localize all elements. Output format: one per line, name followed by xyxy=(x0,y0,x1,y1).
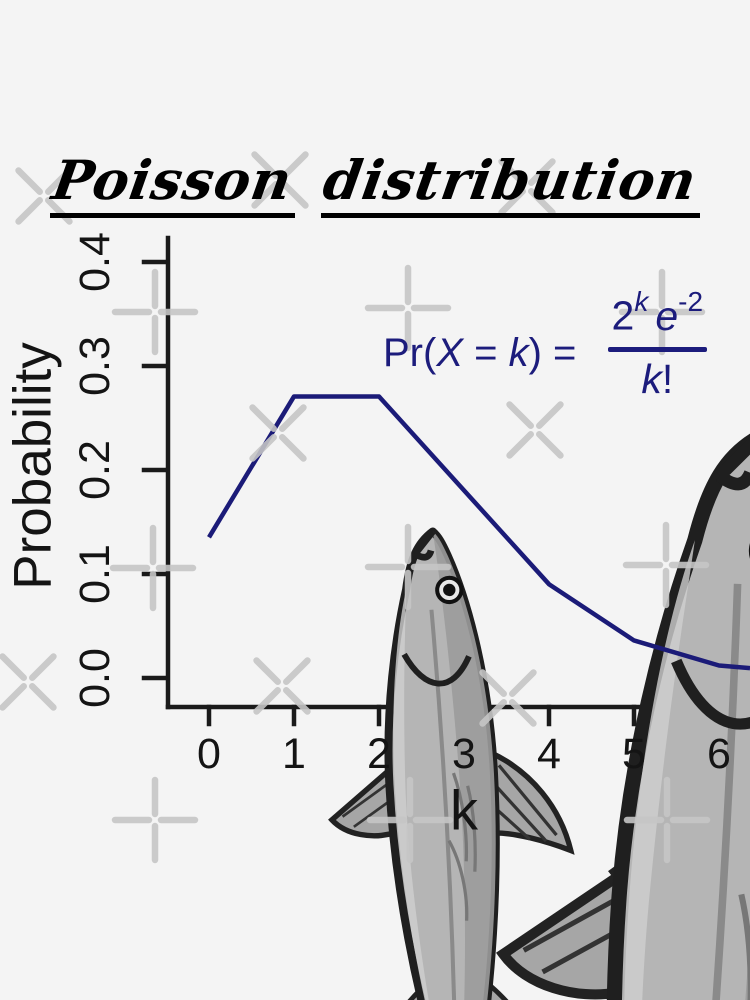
fish-school xyxy=(316,383,750,1000)
formula-num-base: 2 xyxy=(611,292,635,339)
title-word-underlined: distribution xyxy=(319,148,702,219)
watermark-cross-icon xyxy=(0,653,57,711)
formula-lhs: Pr(X = k) = xyxy=(383,331,588,376)
watermark-cross-icon xyxy=(253,657,311,715)
formula-fraction: 2k e-2 k! xyxy=(607,288,708,400)
watermark-plus-icon xyxy=(623,776,711,864)
pmf-line xyxy=(207,394,750,671)
watermark-plus-icon xyxy=(111,268,199,356)
x-tick-label: 6 xyxy=(707,730,731,778)
watermark-plus-icon xyxy=(366,776,454,864)
tick-labels: 0 1 2 3 4 5 6 0.0 0.1 0.2 0.3 0.4 xyxy=(71,232,731,778)
formula-close: ) = xyxy=(528,331,588,376)
watermark-cross-icon xyxy=(479,669,537,727)
watermark-plus-icon xyxy=(622,521,710,609)
formula-num-exp-neg2: -2 xyxy=(678,286,704,317)
watermark-cross-icon xyxy=(249,404,307,462)
formula-denominator: k! xyxy=(641,352,673,400)
title-word-underlined: Poisson xyxy=(48,148,298,219)
watermark-cross-icon xyxy=(506,401,564,459)
y-tick-label: 0.3 xyxy=(71,336,119,396)
x-tick-label: 0 xyxy=(197,730,221,778)
x-tick-label: 4 xyxy=(537,730,561,778)
watermark-plus-icon xyxy=(364,264,452,352)
title-word-poisson: Poisson xyxy=(48,148,298,212)
formula-equals: = xyxy=(463,331,509,376)
watermark-cross-icon xyxy=(251,151,309,209)
x-tick-label: 2 xyxy=(367,730,391,778)
title-word-distribution: distribution xyxy=(319,148,702,212)
watermark-plus-icon xyxy=(109,524,197,612)
fraction-bar xyxy=(607,346,708,352)
y-tick-label: 0.1 xyxy=(71,544,119,604)
y-tick-label: 0.0 xyxy=(71,648,119,708)
formula-den-excl: ! xyxy=(661,355,674,402)
watermark-pattern xyxy=(0,151,711,864)
x-axis-title: k xyxy=(450,778,478,842)
pmf-formula: Pr(X = k) = 2k e-2 k! xyxy=(383,288,708,400)
formula-k: k xyxy=(508,331,529,376)
x-tick-label: 5 xyxy=(622,730,646,778)
formula-den-k: k xyxy=(641,355,662,402)
watermark-cross-icon xyxy=(498,158,556,216)
formula-pr: Pr( xyxy=(383,331,437,376)
formula-numerator: 2k e-2 xyxy=(608,288,708,347)
watermark-plus-icon xyxy=(364,523,452,611)
x-tick-label: 3 xyxy=(452,730,476,778)
watermark-plus-icon xyxy=(111,776,199,864)
x-tick-label: 1 xyxy=(282,730,306,778)
y-axis-title: Probability xyxy=(3,342,63,590)
y-tick-label: 0.4 xyxy=(71,232,119,292)
chart-title: Poisson distribution xyxy=(0,148,750,219)
y-tick-label: 0.2 xyxy=(71,440,119,500)
formula-num-exp-k: k xyxy=(634,286,649,317)
watermark-plus-icon xyxy=(618,268,706,356)
formula-num-e: e xyxy=(655,292,679,339)
formula-X: X xyxy=(436,331,464,376)
